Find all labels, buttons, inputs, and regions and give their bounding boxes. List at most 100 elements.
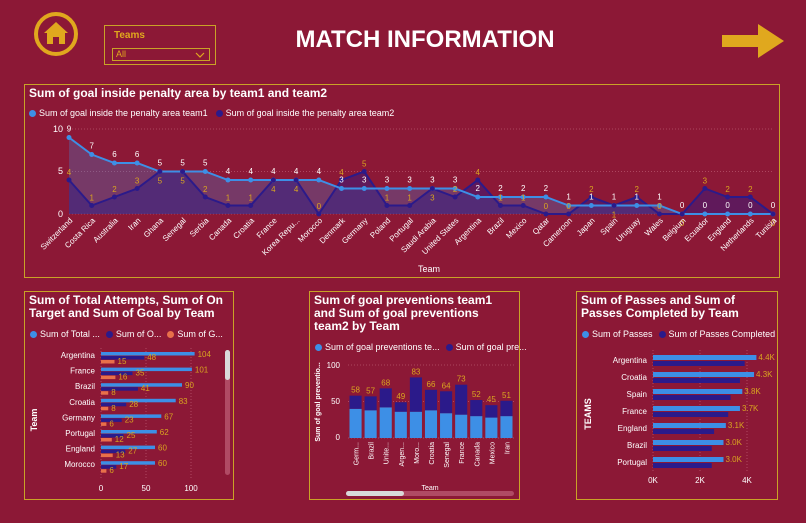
bar-preventions-team1: [424, 410, 438, 438]
data-label-team2: 5: [158, 177, 163, 186]
bar-on-target: [101, 356, 145, 360]
teams-filter-label: Teams: [114, 30, 145, 41]
data-label-goals: 8: [111, 404, 116, 413]
data-label-team1: 0: [703, 201, 708, 210]
legend-item-passes: Sum of Passes: [582, 329, 653, 339]
data-point-team1: [66, 135, 72, 140]
y-tick: 0: [336, 433, 341, 442]
data-label-total-attempts: 90: [185, 381, 194, 390]
bar-passes-completed: [653, 378, 740, 383]
y-axis-label: Team: [29, 409, 39, 432]
data-point-team2: [497, 203, 503, 208]
bar-preventions-team1: [379, 407, 392, 438]
y-tick-label: Argentina: [61, 351, 96, 360]
chart2-scrollbar[interactable]: [225, 350, 230, 475]
x-tick-label: Japan: [575, 216, 597, 238]
x-tick-label: Canada: [207, 216, 234, 243]
data-label-total: 64: [442, 381, 451, 390]
series-line-team1: [68, 136, 773, 215]
y-tick-label: Brazil: [627, 441, 647, 450]
bar-total-attempts: [101, 414, 162, 418]
data-point-team1: [634, 203, 640, 208]
data-point-team2: [520, 203, 526, 208]
data-label-team2: 0: [771, 219, 776, 228]
chart3-scrollbar-thumb[interactable]: [346, 491, 404, 496]
bar-passes-completed: [653, 429, 715, 434]
bar-goals: [101, 422, 107, 426]
data-label-team1: 7: [89, 142, 94, 151]
x-tick-label: Ecuador: [683, 216, 711, 244]
data-label-team2: 2: [203, 185, 208, 194]
data-label-team1: 4: [317, 167, 322, 176]
bar-goals: [101, 391, 109, 395]
data-point-team2: [725, 194, 731, 200]
chart4-plot: TEAMS 0K 2K 4K Argentina 4.4K Croatia 4.3K S…: [583, 350, 776, 485]
data-point-team2: [202, 194, 208, 200]
next-page-arrow-icon[interactable]: [722, 24, 784, 58]
data-point-team2: [566, 211, 572, 217]
data-label-team1: 5: [158, 159, 163, 168]
y-tick-label: England: [66, 445, 95, 454]
x-tick-label: Moro...: [414, 442, 421, 464]
teams-filter[interactable]: Teams All: [104, 25, 216, 65]
bar-goals: [101, 406, 109, 411]
bar-preventions-team2: [349, 395, 362, 409]
data-point-team2: [270, 177, 276, 183]
data-label-team1: 0: [680, 201, 685, 210]
bar-total-attempts: [101, 398, 176, 403]
data-point-team1: [407, 186, 413, 191]
legend-item-team2: Sum of goal inside the penalty area team…: [215, 108, 394, 118]
data-label-team2: 0: [566, 202, 571, 211]
home-button[interactable]: [34, 12, 78, 56]
data-label-team1: 3: [430, 176, 435, 185]
data-point-team2: [588, 194, 594, 200]
data-label-team2: 5: [362, 160, 367, 169]
data-label-on-target: 17: [119, 462, 128, 471]
data-point-team1: [452, 186, 458, 191]
data-label-team1: 4: [271, 167, 276, 176]
data-label-team2: 1: [612, 211, 617, 220]
data-label-team1: 0: [748, 201, 753, 210]
data-point-team2: [452, 194, 458, 200]
data-point-team2: [611, 203, 617, 208]
series-line-team2: [68, 170, 774, 216]
y-tick-label: Brazil: [75, 382, 95, 391]
x-tick-label: Germ...: [354, 442, 361, 465]
data-point-team2: [361, 169, 367, 174]
bar-preventions-team1: [470, 416, 483, 438]
data-label-team2: 3: [430, 194, 435, 203]
bar-total-attempts: [101, 367, 192, 372]
bar-preventions-team2: [394, 402, 407, 412]
bar-goals: [101, 453, 113, 458]
teams-filter-select[interactable]: All: [112, 48, 210, 61]
legend-item-goals: Sum of G...: [167, 329, 223, 339]
data-label-on-target: 25: [127, 431, 136, 440]
data-point-team2: [111, 194, 117, 200]
x-tick: 0K: [648, 476, 658, 485]
data-label-total-attempts: 101: [195, 366, 209, 375]
bar-preventions-team1: [409, 411, 422, 438]
bar-preventions-team2: [485, 405, 498, 418]
x-tick-label: Unite...: [384, 442, 391, 464]
data-label-goals: 6: [109, 419, 114, 428]
data-label-total: 51: [502, 391, 511, 400]
data-label-team2: 2: [453, 185, 458, 194]
legend-item-team1: Sum of goal inside the penalty area team…: [29, 108, 208, 118]
chart3-scrollbar[interactable]: [346, 491, 514, 496]
data-label-total: 49: [396, 392, 405, 401]
bar-on-target: [101, 387, 138, 391]
bar-preventions-team2: [379, 388, 392, 408]
y-tick: 10: [53, 124, 63, 134]
data-point-team2: [747, 194, 753, 200]
data-point-team2: [225, 203, 231, 208]
data-point-team1: [588, 203, 594, 208]
data-point-team2: [407, 203, 413, 208]
data-label-team2: 3: [135, 177, 140, 186]
y-tick-label: Morocco: [64, 460, 95, 469]
data-label-team2: 1: [521, 194, 526, 203]
page-title: MATCH INFORMATION: [295, 26, 555, 53]
chart2-scrollbar-thumb[interactable]: [225, 350, 230, 380]
data-label-total: 83: [411, 367, 420, 376]
chart4-title: Sum of Passes and Sum of Passes Complete…: [581, 293, 739, 320]
data-point-team2: [429, 186, 435, 191]
